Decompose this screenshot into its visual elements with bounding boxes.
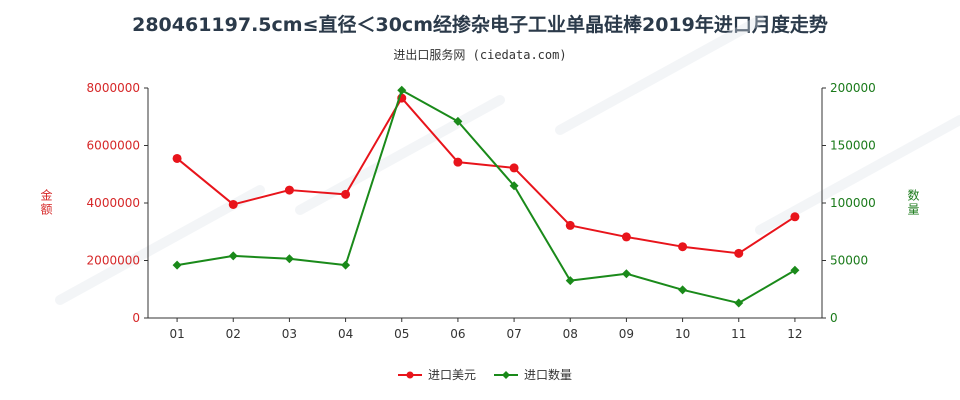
series-1-point (678, 242, 688, 252)
legend: 进口美元 进口数量 (398, 367, 572, 382)
series-2-point (790, 265, 800, 275)
series-2-point (509, 181, 519, 191)
x-axis-tick-label: 07 (506, 327, 521, 341)
series-line-1 (176, 97, 796, 255)
series-2-point (397, 85, 407, 95)
watermark-stroke (55, 185, 265, 305)
series-2-point (734, 298, 744, 308)
x-axis-tick-label: 12 (787, 327, 802, 341)
left-axis-title: 金额 (39, 188, 53, 217)
right-axis-tick-label: 50000 (830, 254, 868, 268)
x-axis-tick-label: 06 (450, 327, 465, 341)
series-line-2 (176, 89, 796, 305)
watermark-stroke (755, 115, 960, 235)
left-axis-tick-label: 2000000 (87, 254, 140, 268)
x-axis-tick-label: 03 (282, 327, 297, 341)
right-axis-tick-label: 200000 (830, 81, 876, 95)
x-axis-tick-label: 05 (394, 327, 409, 341)
right-axis-title: 数量 (906, 188, 920, 217)
series-1-point (509, 163, 519, 173)
watermark-stroke (295, 95, 505, 215)
left-axis-tick-label: 4000000 (87, 196, 140, 210)
plot-area (172, 85, 800, 308)
series-1-point (565, 220, 575, 230)
series-2-point (284, 254, 294, 264)
watermark-stroke (555, 15, 765, 135)
series-1-point (341, 189, 351, 199)
x-axis-tick-label: 11 (731, 327, 746, 341)
right-axis-tick-label: 150000 (830, 139, 876, 153)
x-axis-tick-label: 10 (675, 327, 690, 341)
chart-title: 280461197.5cm≤直径＜30cm经掺杂电子工业单晶硅棒2019年进口月… (132, 14, 828, 36)
x-axis-tick-label: 04 (338, 327, 353, 341)
series-2-point (341, 260, 351, 270)
series-1-point (228, 199, 238, 209)
legend-label: 进口数量 (524, 367, 572, 382)
watermark (55, 15, 960, 305)
legend-swatch-marker (406, 371, 414, 379)
series-1-point (453, 157, 463, 167)
series-2-point (565, 276, 575, 286)
series-2-point (228, 251, 238, 261)
left-axis-tick-label: 0 (132, 311, 140, 325)
left-axis-tick-label: 8000000 (87, 81, 140, 95)
series-1-point (172, 153, 182, 163)
x-axis-tick-label: 08 (563, 327, 578, 341)
legend-label: 进口美元 (428, 368, 476, 382)
right-axis-tick-label: 0 (830, 311, 838, 325)
series-2-point (172, 260, 182, 270)
series-2-point (621, 269, 631, 279)
x-axis-tick-label: 01 (169, 327, 184, 341)
axes: 0 2000000 4000000 6000000 8000000 0 50000 10000… (39, 81, 920, 341)
series-2-point (453, 116, 463, 126)
chart-subtitle: 进出口服务网 (ciedata.com) (393, 48, 567, 62)
series-1-point (734, 248, 744, 258)
series-1-point (790, 212, 800, 222)
series-1-point (284, 185, 294, 195)
series-1-point (621, 232, 631, 242)
x-axis-tick-label: 09 (619, 327, 634, 341)
series-2-point (678, 285, 688, 295)
left-axis-tick-label: 6000000 (87, 139, 140, 153)
x-axis-tick-label: 02 (226, 327, 241, 341)
right-axis-tick-label: 100000 (830, 196, 876, 210)
legend-swatch-marker (502, 371, 510, 379)
